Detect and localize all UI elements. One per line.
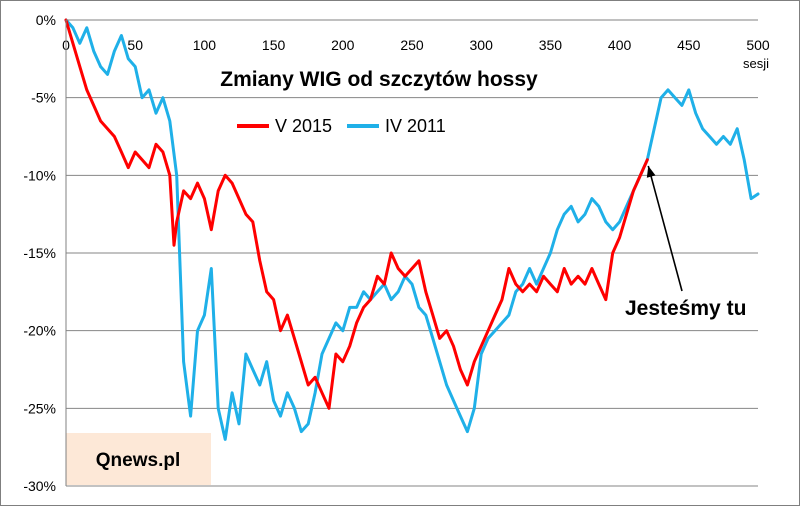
y-tick-label: 0%: [36, 12, 56, 28]
x-tick-label: 350: [539, 37, 563, 53]
y-tick-label: -25%: [23, 400, 56, 416]
y-tick-label: -5%: [31, 90, 56, 106]
x-axis-unit: sesji: [743, 56, 769, 71]
x-tick-label: 200: [331, 37, 355, 53]
chart-title: Zmiany WIG od szczytów hossy: [220, 68, 538, 91]
x-tick-label: 100: [193, 37, 217, 53]
y-tick-label: -10%: [23, 167, 56, 183]
x-tick-label: 500: [746, 37, 770, 53]
x-tick-label: 50: [127, 37, 143, 53]
series-line-1: [64, 18, 649, 410]
annotation-arrow: [647, 165, 683, 292]
y-tick-label: -15%: [23, 245, 56, 261]
watermark-box: [66, 433, 211, 485]
y-tick-label: -30%: [23, 478, 56, 494]
x-axis-tick-labels: 050100150200250300350400450500: [62, 37, 770, 53]
annotation-arrowhead: [646, 165, 656, 178]
y-axis-tick-labels: 0% -5% -10% -15% -20% -25% -30%: [23, 12, 56, 494]
series-lines: [64, 18, 760, 441]
y-tick-label: -20%: [23, 323, 56, 339]
x-tick-label: 400: [608, 37, 632, 53]
x-tick-label: 150: [262, 37, 286, 53]
annotation-text: Jesteśmy tu: [625, 297, 746, 320]
x-tick-label: 250: [400, 37, 424, 53]
legend: V 2015 IV 2011: [237, 116, 446, 136]
legend-label: IV 2011: [385, 116, 446, 136]
watermark-text: Qnews.pl: [96, 450, 180, 471]
x-tick-label: 450: [677, 37, 701, 53]
x-tick-label: 300: [470, 37, 494, 53]
annotation: Jesteśmy tu: [625, 165, 746, 320]
legend-label: V 2015: [275, 116, 332, 136]
